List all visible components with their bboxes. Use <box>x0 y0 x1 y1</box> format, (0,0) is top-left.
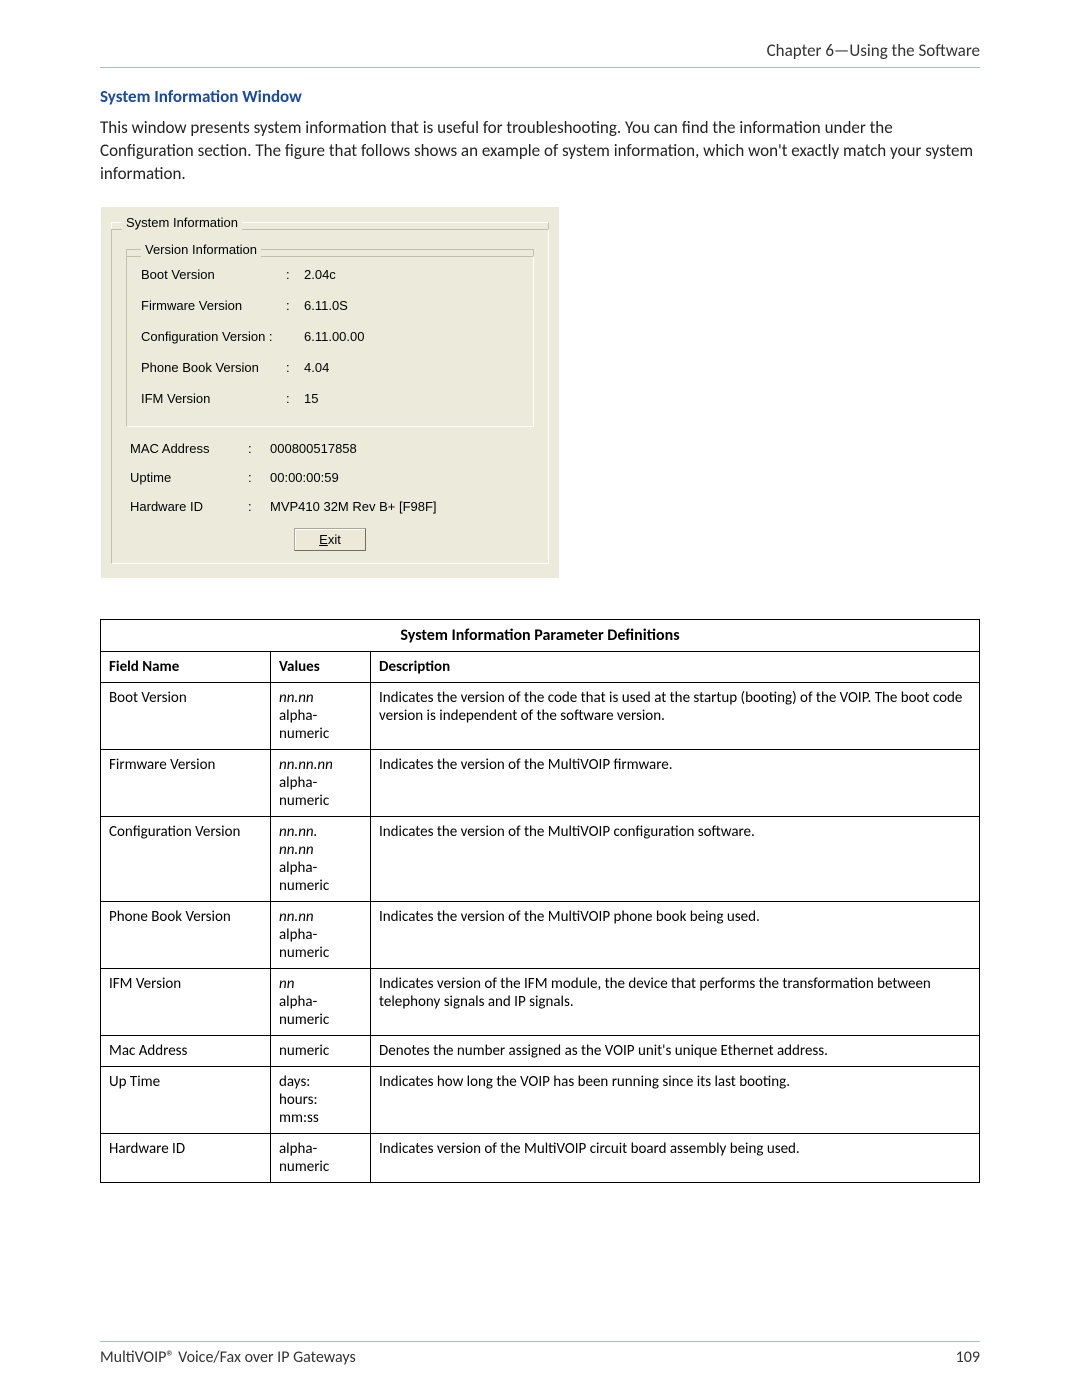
label-configuration-version: Configuration Version : <box>141 329 304 344</box>
value-ifm-version: 15 <box>304 391 519 406</box>
cell-values: numeric <box>271 1035 371 1066</box>
colon: : <box>248 499 270 514</box>
cell-description: Indicates how long the VOIP has been run… <box>371 1066 980 1133</box>
cell-description: Indicates the version of the MultiVOIP p… <box>371 901 980 968</box>
th-description: Description <box>371 651 980 682</box>
cell-values: alpha-numeric <box>271 1133 371 1182</box>
colon: : <box>248 441 270 456</box>
section-body: This window presents system information … <box>100 117 980 186</box>
cell-values: nn.nn.nn alpha-numeric <box>271 749 371 816</box>
table-row: Boot Versionnn.nn alpha-numericIndicates… <box>101 682 980 749</box>
table-row: Mac AddressnumericDenotes the number ass… <box>101 1035 980 1066</box>
value-phone-book-version: 4.04 <box>304 360 519 375</box>
cell-field-name: Boot Version <box>101 682 271 749</box>
colon: : <box>286 267 304 282</box>
page-header: Chapter 6—Using the Software <box>100 40 980 68</box>
cell-description: Indicates version of the IFM module, the… <box>371 968 980 1035</box>
row-phone-book-version: Phone Book Version : 4.04 <box>141 360 519 375</box>
cell-description: Indicates the version of the MultiVOIP f… <box>371 749 980 816</box>
value-hardware-id: MVP410 32M Rev B+ [F98F] <box>270 499 530 514</box>
value-mac-address: 000800517858 <box>270 441 530 456</box>
cell-field-name: Hardware ID <box>101 1133 271 1182</box>
row-mac-address: MAC Address : 000800517858 <box>130 441 530 456</box>
row-hardware-id: Hardware ID : MVP410 32M Rev B+ [F98F] <box>130 499 530 514</box>
footer-left: MultiVOIP® Voice/Fax over IP Gateways <box>100 1348 356 1367</box>
version-info-group: Version Information Boot Version : 2.04c… <box>126 242 534 427</box>
table-title: System Information Parameter Definitions <box>101 619 980 651</box>
table-row: Phone Book Versionnn.nn alpha-numericInd… <box>101 901 980 968</box>
row-boot-version: Boot Version : 2.04c <box>141 267 519 282</box>
value-uptime: 00:00:00:59 <box>270 470 530 485</box>
cell-values: nn.nn alpha-numeric <box>271 682 371 749</box>
colon: : <box>286 391 304 406</box>
table-row: Configuration Versionnn.nn.nn.nn alpha-n… <box>101 816 980 901</box>
cell-description: Indicates the version of the MultiVOIP c… <box>371 816 980 901</box>
cell-values: nn.nn.nn.nn alpha-numeric <box>271 816 371 901</box>
row-uptime: Uptime : 00:00:00:59 <box>130 470 530 485</box>
row-configuration-version: Configuration Version : 6.11.00.00 <box>141 329 519 344</box>
label-mac-address: MAC Address <box>130 441 248 456</box>
cell-field-name: IFM Version <box>101 968 271 1035</box>
cell-description: Indicates the version of the code that i… <box>371 682 980 749</box>
table-row: Firmware Versionnn.nn.nn alpha-numericIn… <box>101 749 980 816</box>
exit-button-mnemonic: E <box>319 532 328 547</box>
version-info-legend: Version Information <box>141 242 261 257</box>
th-values: Values <box>271 651 371 682</box>
footer-page: 109 <box>956 1348 980 1367</box>
label-ifm-version: IFM Version <box>141 391 286 406</box>
row-firmware-version: Firmware Version : 6.11.0S <box>141 298 519 313</box>
cell-field-name: Up Time <box>101 1066 271 1133</box>
page-footer: MultiVOIP® Voice/Fax over IP Gateways 10… <box>100 1341 980 1367</box>
colon: : <box>248 470 270 485</box>
exit-button[interactable]: Exit <box>294 528 366 551</box>
cell-field-name: Mac Address <box>101 1035 271 1066</box>
parameter-definitions-table: System Information Parameter Definitions… <box>100 619 980 1183</box>
system-info-group: System Information Version Information B… <box>111 215 549 564</box>
colon: : <box>286 298 304 313</box>
row-ifm-version: IFM Version : 15 <box>141 391 519 406</box>
label-boot-version: Boot Version <box>141 267 286 282</box>
system-info-dialog: System Information Version Information B… <box>100 206 560 579</box>
label-uptime: Uptime <box>130 470 248 485</box>
table-row: Hardware IDalpha-numericIndicates versio… <box>101 1133 980 1182</box>
value-configuration-version: 6.11.00.00 <box>304 329 519 344</box>
cell-description: Indicates version of the MultiVOIP circu… <box>371 1133 980 1182</box>
section-heading: System Information Window <box>100 86 980 107</box>
cell-values: days:hours:mm:ss <box>271 1066 371 1133</box>
label-hardware-id: Hardware ID <box>130 499 248 514</box>
cell-field-name: Firmware Version <box>101 749 271 816</box>
cell-field-name: Configuration Version <box>101 816 271 901</box>
th-field-name: Field Name <box>101 651 271 682</box>
table-row: Up Timedays:hours:mm:ssIndicates how lon… <box>101 1066 980 1133</box>
cell-description: Denotes the number assigned as the VOIP … <box>371 1035 980 1066</box>
value-boot-version: 2.04c <box>304 267 519 282</box>
system-info-legend: System Information <box>122 215 242 230</box>
exit-button-rest: xit <box>328 532 341 547</box>
cell-field-name: Phone Book Version <box>101 901 271 968</box>
table-row: IFM Versionnn alpha-numericIndicates ver… <box>101 968 980 1035</box>
value-firmware-version: 6.11.0S <box>304 298 519 313</box>
cell-values: nn alpha-numeric <box>271 968 371 1035</box>
colon: : <box>286 360 304 375</box>
label-phone-book-version: Phone Book Version <box>141 360 286 375</box>
label-firmware-version: Firmware Version <box>141 298 286 313</box>
cell-values: nn.nn alpha-numeric <box>271 901 371 968</box>
